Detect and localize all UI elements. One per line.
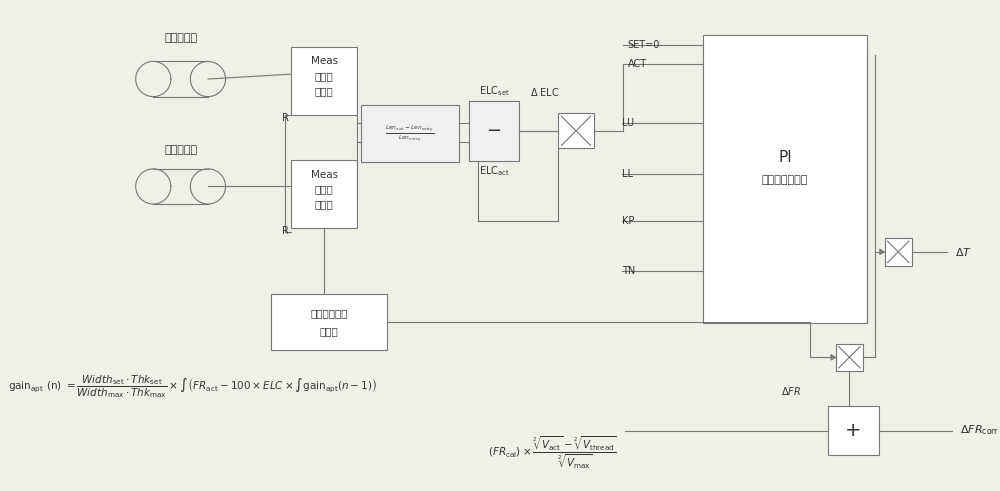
Text: ELC$_{\mathsf{set}}$: ELC$_{\mathsf{set}}$	[479, 84, 509, 98]
Text: SET=0: SET=0	[628, 40, 660, 50]
Bar	[271, 294, 387, 351]
Bar	[828, 406, 879, 455]
Bar	[291, 47, 357, 115]
Text: R: R	[282, 226, 289, 236]
Text: ELC$_{\mathsf{act}}$: ELC$_{\mathsf{act}}$	[479, 164, 510, 178]
Text: $(FR_{\mathsf{cal}}) \times \dfrac{\sqrt[2]{V_{\mathsf{act}}} - \sqrt[2]{V_{\mat: $(FR_{\mathsf{cal}}) \times \dfrac{\sqrt…	[488, 435, 617, 471]
Text: ACT: ACT	[628, 59, 647, 69]
Polygon shape	[880, 249, 885, 255]
Text: 入口长: 入口长	[315, 71, 334, 81]
Text: 出口编码器: 出口编码器	[164, 145, 197, 155]
Text: 度计算: 度计算	[315, 86, 334, 96]
Text: KP: KP	[622, 216, 634, 225]
Text: 度计算: 度计算	[315, 199, 334, 209]
Text: $\Delta FR$: $\Delta FR$	[781, 385, 801, 397]
Bar	[469, 101, 519, 161]
Text: TN: TN	[622, 267, 635, 276]
Text: LU: LU	[622, 118, 634, 128]
Bar	[361, 106, 459, 162]
Text: 延伸率测量周: 延伸率测量周	[310, 308, 348, 318]
Text: 出口长: 出口长	[315, 184, 334, 194]
Text: +: +	[845, 421, 862, 440]
Text: 比例积分控制器: 比例积分控制器	[762, 175, 808, 185]
Bar	[558, 113, 594, 148]
Text: Meas: Meas	[311, 170, 338, 180]
Bar	[291, 160, 357, 228]
Bar	[703, 35, 867, 323]
Bar	[885, 238, 912, 266]
Text: LL: LL	[622, 169, 633, 179]
Text: 期计算: 期计算	[320, 326, 338, 336]
Text: $\Delta T$: $\Delta T$	[955, 246, 972, 258]
Text: −: −	[486, 122, 502, 140]
Text: PI: PI	[778, 150, 792, 164]
Text: R: R	[282, 113, 289, 123]
Text: gain$_{\mathsf{apt}}$ (n) $= \dfrac{Width_{\mathsf{set}} \cdot Thk_{\mathsf{set}: gain$_{\mathsf{apt}}$ (n) $= \dfrac{Widt…	[8, 373, 377, 400]
Bar	[836, 344, 863, 371]
Text: 入口编码器: 入口编码器	[164, 33, 197, 43]
Text: $\Delta$ ELC: $\Delta$ ELC	[530, 86, 560, 98]
Text: $\Delta FR_{\mathsf{corr}}$: $\Delta FR_{\mathsf{corr}}$	[960, 424, 999, 437]
Text: Meas: Meas	[311, 56, 338, 66]
Text: $\frac{Len_{exit}-Len_{entry}}{Len_{entry}}$: $\frac{Len_{exit}-Len_{entry}}{Len_{entr…	[385, 123, 435, 144]
Polygon shape	[831, 355, 836, 360]
